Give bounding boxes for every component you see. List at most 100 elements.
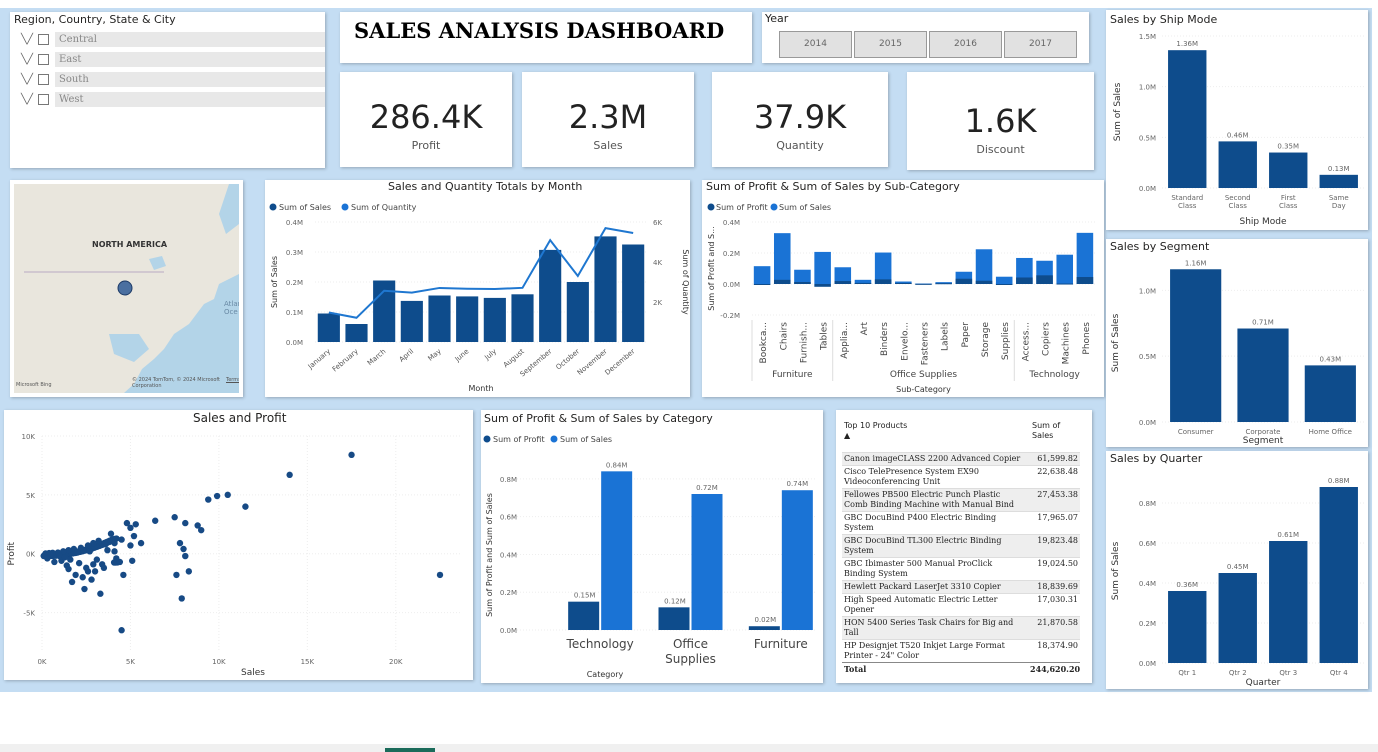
bar — [483, 297, 506, 342]
x-tick-label: Class — [1229, 202, 1248, 210]
bar-sales — [814, 251, 831, 284]
checkbox[interactable] — [38, 74, 49, 85]
table-cell-product: Fellowes PB500 Electric Punch Plastic Co… — [844, 490, 1015, 509]
slicer-item-central[interactable]: ╲╱ Central — [20, 32, 325, 47]
subcategory-chart-panel: Sum of Profit & Sum of Sales by Sub-Cate… — [702, 180, 1104, 397]
x-axis-title: Sales — [241, 668, 265, 678]
table-row[interactable]: High Speed Automatic Electric Letter Ope… — [842, 593, 1080, 616]
kpi-card-discount: 1.6K Discount — [907, 72, 1094, 170]
scatter-point — [118, 536, 125, 543]
chevron-down-icon[interactable]: ╲╱ — [20, 54, 34, 65]
year-button-2015[interactable]: 2015 — [854, 31, 927, 58]
y-tick-label: 5K — [26, 492, 35, 500]
checkbox[interactable] — [38, 94, 49, 105]
x-tick-label: Envelo... — [900, 322, 910, 361]
table-header: Top 10 Products ▲ Sum of Sales — [842, 420, 1080, 452]
map-panel[interactable]: NORTH AMERICA Atlan Oce Microsoft Bing ©… — [10, 180, 243, 397]
chevron-down-icon[interactable]: ╲╱ — [20, 74, 34, 85]
table-row[interactable]: GBC DocuBind TL300 Electric Binding Syst… — [842, 534, 1080, 557]
bar — [317, 313, 340, 342]
year-button-2016[interactable]: 2016 — [929, 31, 1002, 58]
sort-icon[interactable]: ▲ — [844, 431, 851, 440]
bar — [400, 300, 423, 342]
year-button-2017[interactable]: 2017 — [1004, 31, 1077, 58]
y2-tick-label: 2K — [653, 299, 662, 307]
table-row[interactable]: HON 5400 Series Task Chairs for Big and … — [842, 616, 1080, 639]
bar-sales — [995, 276, 1013, 284]
x-tick-label: Furnish... — [799, 322, 809, 363]
legend-marker — [483, 435, 491, 443]
y-tick-label: 0.2M — [286, 279, 303, 287]
y-tick-label: 0.0M — [723, 281, 740, 289]
bar-profit — [1076, 277, 1094, 284]
year-button-2014[interactable]: 2014 — [779, 31, 852, 58]
y-tick-label: 10K — [22, 433, 36, 441]
table-row[interactable]: GBC Ibimaster 500 Manual ProClick Bindin… — [842, 557, 1080, 580]
kpi-value: 1.6K — [964, 102, 1037, 140]
y-axis-title: Sum of Sales — [1111, 313, 1121, 372]
y-axis-title: Profit — [7, 542, 17, 566]
checkbox[interactable] — [38, 34, 49, 45]
scatter-point — [348, 451, 355, 459]
y-tick-label: 0.2M — [500, 589, 517, 597]
table-row[interactable]: HP Designjet T520 Inkjet Large Format Pr… — [842, 639, 1080, 662]
quarter-chart: 0.0M 0.2M 0.4M 0.6M 0.8M 0.36M Qtr 1 0.45M Qtr 2… — [1111, 477, 1364, 688]
bar-sales — [834, 267, 852, 284]
x-tick-label: April — [398, 347, 415, 363]
y-tick-label: 0.4M — [1139, 580, 1156, 588]
map[interactable]: NORTH AMERICA Atlan Oce Microsoft Bing ©… — [14, 184, 239, 393]
scatter-point — [107, 530, 115, 537]
y-axis-title: Sum of Profit and S... — [707, 226, 716, 310]
y-tick-label: 1.0M — [1139, 287, 1156, 295]
scatter-point — [74, 549, 81, 556]
table-header-sales[interactable]: Sum of Sales — [1032, 421, 1061, 440]
y-tick-label: 0.1M — [286, 309, 303, 317]
data-label: 0.61M — [1277, 531, 1299, 539]
bar-profit — [658, 607, 690, 630]
y-tick-label: 0.4M — [723, 219, 740, 227]
table-body: Canon imageCLASS 2200 Advanced Copier 61,… — [842, 452, 1080, 662]
bar — [1269, 152, 1308, 188]
slicer-item-label: West — [55, 92, 325, 107]
table-row[interactable]: Canon imageCLASS 2200 Advanced Copier 61,… — [842, 452, 1080, 465]
table-row[interactable]: Cisco TelePresence System EX90 Videoconf… — [842, 465, 1080, 488]
map-terms[interactable]: Terms — [226, 377, 239, 383]
x-tick-label: Class — [1279, 202, 1298, 210]
scatter-point — [182, 552, 189, 560]
bar-sales — [935, 282, 952, 284]
data-label: 0.02M — [755, 616, 777, 624]
slicer-item-south[interactable]: ╲╱ South — [20, 72, 325, 87]
bar — [511, 294, 534, 342]
legend-label: Sum of Sales — [779, 203, 831, 212]
month-chart-panel: Sales and Quantity Totals by Month Sum o… — [265, 180, 690, 397]
slicer-item-east[interactable]: ╲╱ East — [20, 52, 325, 67]
scatter-point — [118, 627, 125, 634]
table-row[interactable]: GBC DocuBind P400 Electric Binding Syste… — [842, 511, 1080, 534]
bar-sales — [794, 269, 811, 284]
scatter-chart-title: Sales and Profit — [193, 411, 287, 425]
table-row[interactable]: Fellowes PB500 Electric Punch Plastic Co… — [842, 488, 1080, 511]
chevron-down-icon[interactable]: ╲╱ — [20, 94, 34, 105]
bar-profit — [773, 279, 791, 284]
month-chart: Sum of Sales Sum of Quantity 0.0M 0.1M 0.2M 0… — [269, 203, 690, 393]
checkbox[interactable] — [38, 54, 49, 65]
x-tick-label: Day — [1332, 202, 1346, 210]
scatter-point — [127, 524, 134, 532]
table-row[interactable]: Hewlett Packard LaserJet 3310 Copier 18,8… — [842, 580, 1080, 593]
sea-shape — [219, 184, 239, 234]
x-tick-label: Standard — [1171, 194, 1203, 202]
slicer-item-west[interactable]: ╲╱ West — [20, 92, 325, 107]
scatter-point — [44, 555, 51, 562]
scatter-point — [152, 517, 159, 524]
chevron-down-icon[interactable]: ╲╱ — [20, 34, 34, 45]
table-cell-sales: 27,453.38 — [1037, 490, 1078, 499]
data-label: 0.71M — [1252, 319, 1274, 327]
legend-marker — [707, 203, 715, 211]
segment-chart-title: Sales by Segment — [1110, 240, 1210, 253]
x-tick-label: 5K — [126, 658, 135, 666]
table-header-product[interactable]: Top 10 Products ▲ — [844, 421, 908, 440]
taskbar-active-tab[interactable] — [385, 748, 435, 752]
x-axis-title: Ship Mode — [1239, 217, 1286, 227]
y-axis-title: Sum of Sales — [1113, 82, 1123, 141]
y-tick-label: 0.6M — [500, 514, 517, 522]
